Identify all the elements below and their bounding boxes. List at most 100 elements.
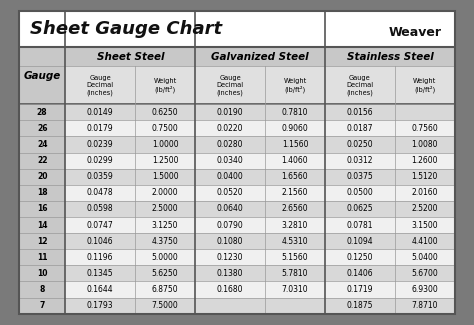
Bar	[265, 104, 325, 120]
Bar	[135, 152, 195, 169]
Text: 0.0179: 0.0179	[87, 124, 113, 133]
Bar	[265, 297, 325, 314]
Text: Weaver: Weaver	[389, 26, 442, 39]
Text: 4.4100: 4.4100	[411, 237, 438, 246]
Bar	[265, 281, 325, 297]
Bar	[195, 233, 265, 249]
Bar	[19, 249, 65, 265]
Bar	[325, 136, 395, 152]
Text: 0.0747: 0.0747	[87, 221, 113, 229]
Bar	[395, 66, 455, 104]
Bar	[265, 169, 325, 185]
Text: 2.0000: 2.0000	[152, 188, 178, 197]
Bar	[325, 249, 395, 265]
Text: Gauge: Gauge	[24, 71, 61, 81]
Bar	[19, 120, 65, 136]
Text: 0.0500: 0.0500	[346, 188, 374, 197]
Text: Weight
(lb/ft²): Weight (lb/ft²)	[413, 78, 437, 93]
Text: 12: 12	[37, 237, 47, 246]
Bar	[265, 233, 325, 249]
Bar	[135, 265, 195, 281]
Bar	[395, 297, 455, 314]
Bar	[265, 66, 325, 104]
Text: 0.9060: 0.9060	[282, 124, 309, 133]
Text: 2.5200: 2.5200	[411, 204, 438, 214]
Text: 0.1080: 0.1080	[217, 237, 243, 246]
Text: 24: 24	[37, 140, 47, 149]
Bar	[19, 281, 65, 297]
Text: 5.7810: 5.7810	[282, 269, 308, 278]
Text: 0.1196: 0.1196	[87, 253, 113, 262]
Text: 1.0080: 1.0080	[411, 140, 438, 149]
Bar	[65, 185, 135, 201]
Text: 0.0187: 0.0187	[346, 124, 373, 133]
Text: 0.7560: 0.7560	[411, 124, 438, 133]
Text: 0.0239: 0.0239	[87, 140, 113, 149]
Text: 5.6700: 5.6700	[411, 269, 438, 278]
Bar	[265, 265, 325, 281]
Bar	[325, 152, 395, 169]
Bar	[19, 169, 65, 185]
Bar	[135, 104, 195, 120]
Bar	[325, 281, 395, 297]
Bar	[195, 201, 265, 217]
Bar	[19, 152, 65, 169]
Bar	[135, 249, 195, 265]
Bar	[135, 297, 195, 314]
Bar	[19, 201, 65, 217]
Bar	[265, 185, 325, 201]
Bar	[135, 66, 195, 104]
Text: 5.0000: 5.0000	[152, 253, 179, 262]
Bar	[19, 47, 455, 314]
Text: 0.0149: 0.0149	[87, 108, 113, 117]
Bar	[65, 120, 135, 136]
Text: Stainless Steel: Stainless Steel	[346, 52, 433, 62]
Bar	[325, 297, 395, 314]
Text: 0.1680: 0.1680	[217, 285, 243, 294]
Text: 0.1875: 0.1875	[346, 301, 373, 310]
Text: 0.1719: 0.1719	[346, 285, 373, 294]
Text: Gauge
Decimal
(inches): Gauge Decimal (inches)	[217, 75, 244, 96]
Bar	[135, 120, 195, 136]
Bar	[19, 11, 455, 47]
Text: 18: 18	[37, 188, 47, 197]
Bar	[195, 297, 265, 314]
Text: 1.0000: 1.0000	[152, 140, 178, 149]
Text: 0.1380: 0.1380	[217, 269, 243, 278]
Bar	[195, 185, 265, 201]
Text: 0.1046: 0.1046	[87, 237, 113, 246]
Bar	[395, 249, 455, 265]
Bar	[195, 281, 265, 297]
Bar	[325, 169, 395, 185]
Bar	[395, 169, 455, 185]
Text: 7.0310: 7.0310	[282, 285, 308, 294]
Bar	[325, 233, 395, 249]
Bar	[65, 169, 135, 185]
Text: 0.1345: 0.1345	[87, 269, 113, 278]
Text: 0.0359: 0.0359	[87, 172, 113, 181]
Text: 28: 28	[37, 108, 47, 117]
Bar	[195, 265, 265, 281]
Bar	[395, 120, 455, 136]
Bar	[195, 120, 265, 136]
Text: 0.1094: 0.1094	[346, 237, 373, 246]
Bar	[195, 66, 265, 104]
Bar	[265, 217, 325, 233]
Bar	[65, 136, 135, 152]
Bar	[325, 201, 395, 217]
Text: Sheet Gauge Chart: Sheet Gauge Chart	[30, 20, 222, 38]
Text: 0.0156: 0.0156	[346, 108, 373, 117]
Bar	[265, 201, 325, 217]
Text: 8: 8	[39, 285, 45, 294]
Text: 3.1500: 3.1500	[411, 221, 438, 229]
Bar	[395, 136, 455, 152]
Text: 22: 22	[37, 156, 47, 165]
Text: 11: 11	[37, 253, 47, 262]
Text: 7.8710: 7.8710	[411, 301, 438, 310]
Bar	[135, 281, 195, 297]
Text: 1.2500: 1.2500	[152, 156, 178, 165]
Text: 0.0478: 0.0478	[87, 188, 113, 197]
Text: Weight
(lb/ft²): Weight (lb/ft²)	[154, 78, 177, 93]
Text: 2.6560: 2.6560	[282, 204, 308, 214]
Bar	[395, 104, 455, 120]
